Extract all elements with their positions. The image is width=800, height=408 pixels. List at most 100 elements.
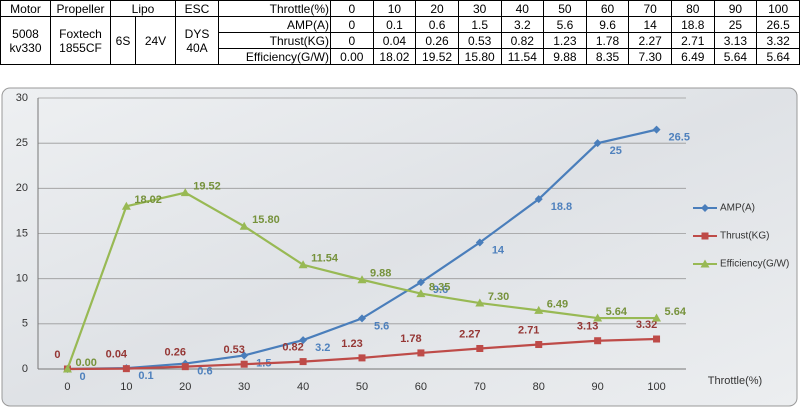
data-label: 6.49 <box>547 298 568 310</box>
row-label: Efficiency(G/W) <box>218 48 331 65</box>
marker <box>181 363 189 371</box>
marker <box>299 336 308 345</box>
data-label: 5.64 <box>665 306 687 318</box>
legend-label: AMP(A) <box>720 203 755 214</box>
value-cell: 0.00 <box>330 48 374 65</box>
header-cell: ESC <box>175 0 219 17</box>
data-label: 0 <box>79 371 85 383</box>
marker <box>652 125 661 134</box>
marker <box>416 289 426 298</box>
value-cell: 7.30 <box>628 48 672 65</box>
row-label: AMP(A) <box>218 16 331 33</box>
table-row: Motor Propeller Lipo ESC Throttle(%) 0 10 20 30 4… <box>0 0 800 17</box>
data-label: 18.02 <box>134 194 162 206</box>
marker <box>358 314 366 323</box>
table-row: 5008 kv330 Foxtech 1855CF 6S 24V DYS 40A AMP(… <box>0 16 800 65</box>
data-label: 26.5 <box>669 132 690 144</box>
marker <box>594 337 602 345</box>
data-label: 19.52 <box>193 181 221 193</box>
data-label: 0.6 <box>197 365 212 377</box>
data-label: 9.88 <box>370 268 391 280</box>
marker <box>180 188 190 197</box>
marker <box>358 354 366 362</box>
value-cell: 3.13 <box>713 32 758 49</box>
value-cell: 3.2 <box>500 16 545 33</box>
value-cell: 0.04 <box>372 32 417 49</box>
marker <box>475 238 484 247</box>
marker <box>652 313 662 322</box>
marker <box>593 313 603 322</box>
x-tick-label: 20 <box>179 381 191 393</box>
header-cell: 100 <box>756 0 800 17</box>
value-cell: 5.64 <box>713 48 758 65</box>
spec-cell: DYS 40A <box>175 16 219 65</box>
x-tick-label: 0 <box>64 381 70 393</box>
value-cell: 19.52 <box>415 48 459 65</box>
data-label: 3.2 <box>315 342 330 354</box>
data-label: 3.13 <box>577 321 598 333</box>
value-cell: 18.8 <box>671 16 715 33</box>
marker <box>534 195 543 204</box>
marker <box>121 201 131 210</box>
value-cell: 15.80 <box>457 48 502 65</box>
header-cell: 10 <box>372 0 417 17</box>
data-label: 1.23 <box>341 338 362 350</box>
data-label: 0.26 <box>165 347 186 359</box>
x-tick-label: 90 <box>592 381 604 393</box>
y-tick-label: 15 <box>16 227 28 239</box>
spec-cell: 24V <box>135 16 176 65</box>
marker <box>535 341 543 349</box>
data-label: 1.78 <box>400 333 421 345</box>
header-cell: 50 <box>543 0 587 17</box>
header-cell: 0 <box>330 0 374 17</box>
data-label: 2.27 <box>459 328 480 340</box>
x-tick-label: 10 <box>120 381 132 393</box>
data-label: 0.53 <box>223 344 244 356</box>
data-label: 0.82 <box>282 341 303 353</box>
x-tick-label: 60 <box>415 381 427 393</box>
data-label: 0.1 <box>138 370 153 382</box>
value-cell: 0.53 <box>457 32 502 49</box>
x-tick-label: 40 <box>297 381 309 393</box>
value-cell: 5.6 <box>543 16 587 33</box>
value-cell: 25 <box>713 16 758 33</box>
value-cell: 3.32 <box>756 32 800 49</box>
header-cell: 80 <box>671 0 715 17</box>
marker <box>534 305 544 314</box>
value-cell: 1.5 <box>457 16 502 33</box>
data-label: 8.35 <box>429 281 450 293</box>
legend-label: Efficiency(G/W) <box>720 259 789 270</box>
marker <box>701 204 709 212</box>
spec-cell: 5008 kv330 <box>0 16 51 65</box>
header-cell: 90 <box>713 0 758 17</box>
marker <box>476 344 484 352</box>
spec-cell: 6S <box>110 16 136 65</box>
header-cell: 30 <box>457 0 502 17</box>
x-tick-label: 100 <box>647 381 665 393</box>
data-label: 5.64 <box>606 306 628 318</box>
marker <box>416 278 425 287</box>
marker <box>62 364 72 373</box>
value-cell: 1.78 <box>585 32 630 49</box>
data-label: 2.71 <box>518 324 539 336</box>
value-cell: 5.64 <box>756 48 800 65</box>
marker <box>417 349 425 357</box>
x-axis-label: Throttle(%) <box>708 375 762 387</box>
header-cell: 60 <box>585 0 630 17</box>
header-cell: Propeller <box>50 0 111 17</box>
legend-label: Thrust(KG) <box>720 231 769 242</box>
data-label: 25 <box>610 145 622 157</box>
x-tick-label: 50 <box>356 381 368 393</box>
data-label: 7.30 <box>488 291 509 303</box>
marker <box>122 365 130 373</box>
marker <box>240 351 249 360</box>
marker <box>357 275 367 284</box>
spec-table: Motor Propeller Lipo ESC Throttle(%) 0 10 20 30 4… <box>0 0 800 65</box>
x-tick-label: 70 <box>474 381 486 393</box>
data-label: 11.54 <box>311 253 339 265</box>
header-cell: 20 <box>415 0 459 17</box>
data-label: 3.32 <box>636 319 657 331</box>
value-cell: 0 <box>330 16 374 33</box>
value-cell: 14 <box>628 16 672 33</box>
